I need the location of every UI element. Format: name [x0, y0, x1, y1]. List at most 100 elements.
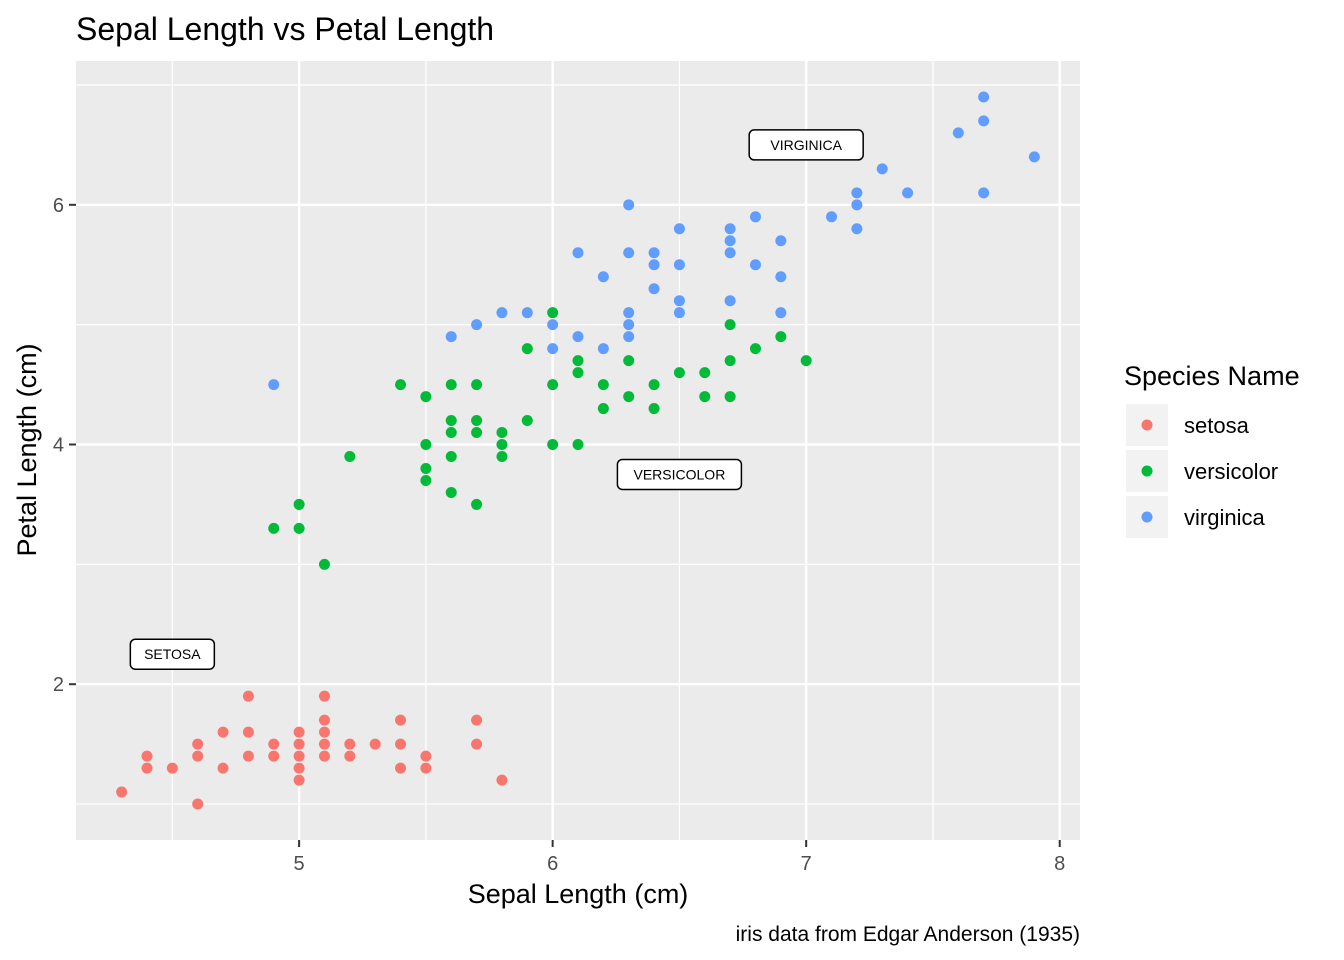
point-setosa — [141, 762, 153, 774]
point-virginica — [648, 259, 660, 271]
legend-swatch-virginica — [1141, 511, 1153, 523]
point-setosa — [471, 738, 483, 750]
point-virginica — [572, 331, 584, 343]
point-setosa — [242, 690, 254, 702]
point-versicolor — [344, 450, 356, 462]
point-versicolor — [496, 450, 508, 462]
annotation-label: VIRGINICA — [770, 137, 842, 153]
point-versicolor — [623, 391, 635, 403]
point-virginica — [673, 223, 685, 235]
point-virginica — [673, 307, 685, 319]
point-versicolor — [521, 343, 533, 355]
point-setosa — [116, 786, 128, 798]
point-virginica — [775, 235, 787, 247]
legend-title: Species Name — [1124, 361, 1300, 391]
point-setosa — [166, 762, 178, 774]
point-virginica — [724, 235, 736, 247]
annotation-box — [616, 458, 743, 491]
point-virginica — [623, 247, 635, 259]
point-versicolor — [597, 403, 609, 415]
point-versicolor — [268, 522, 280, 534]
legend-label-setosa: setosa — [1184, 413, 1250, 438]
point-virginica — [445, 331, 457, 343]
point-setosa — [395, 738, 407, 750]
point-versicolor — [445, 415, 457, 427]
point-versicolor — [471, 427, 483, 439]
point-virginica — [623, 307, 635, 319]
point-setosa — [293, 726, 305, 738]
y-tick-label: 2 — [53, 674, 64, 696]
y-axis-ticks: 2 4 6 — [53, 195, 76, 696]
point-versicolor — [471, 498, 483, 510]
point-versicolor — [420, 474, 432, 486]
plot-panel — [76, 61, 1080, 840]
point-virginica — [623, 199, 635, 211]
point-setosa — [192, 750, 204, 762]
point-setosa — [293, 774, 305, 786]
point-versicolor — [724, 355, 736, 367]
annotation-labels: SETOSA VERSICOLOR VIRGINICA — [129, 129, 864, 670]
point-virginica — [521, 307, 533, 319]
point-versicolor — [471, 415, 483, 427]
point-virginica — [673, 259, 685, 271]
point-virginica — [978, 91, 990, 103]
annotation-label: VERSICOLOR — [634, 466, 726, 482]
x-axis-title: Sepal Length (cm) — [468, 879, 689, 909]
point-versicolor — [445, 486, 457, 498]
point-setosa — [268, 738, 280, 750]
minor-gridlines — [76, 61, 1080, 840]
annotation-box — [748, 129, 864, 161]
point-virginica — [547, 319, 559, 331]
point-setosa — [420, 762, 432, 774]
point-virginica — [471, 319, 483, 331]
point-setosa — [344, 738, 356, 750]
point-versicolor — [445, 450, 457, 462]
chart-caption: iris data from Edgar Anderson (1935) — [736, 923, 1080, 946]
data-points — [116, 91, 1040, 810]
point-versicolor — [521, 415, 533, 427]
point-virginica — [775, 271, 787, 283]
y-axis-title: Petal Length (cm) — [12, 343, 42, 556]
point-setosa — [471, 714, 483, 726]
point-setosa — [420, 750, 432, 762]
point-setosa — [369, 738, 381, 750]
point-setosa — [192, 798, 204, 810]
point-virginica — [496, 307, 508, 319]
point-setosa — [293, 762, 305, 774]
point-virginica — [749, 259, 761, 271]
point-setosa — [293, 738, 305, 750]
point-versicolor — [471, 379, 483, 391]
point-versicolor — [318, 558, 330, 570]
point-virginica — [851, 199, 863, 211]
point-setosa — [242, 726, 254, 738]
point-setosa — [217, 726, 229, 738]
point-setosa — [395, 714, 407, 726]
point-versicolor — [445, 427, 457, 439]
annotation-box — [129, 638, 216, 670]
point-versicolor — [572, 367, 584, 379]
legend-items: setosa versicolor virginica — [1126, 404, 1278, 538]
point-versicolor — [293, 522, 305, 534]
point-versicolor — [420, 462, 432, 474]
point-virginica — [648, 283, 660, 295]
chart-title: Sepal Length vs Petal Length — [76, 11, 494, 47]
point-versicolor — [496, 439, 508, 451]
point-virginica — [597, 271, 609, 283]
point-virginica — [724, 295, 736, 307]
point-setosa — [217, 762, 229, 774]
point-virginica — [724, 247, 736, 259]
point-setosa — [496, 774, 508, 786]
point-setosa — [141, 750, 153, 762]
point-virginica — [268, 379, 280, 391]
point-versicolor — [623, 355, 635, 367]
point-versicolor — [699, 367, 711, 379]
point-versicolor — [572, 439, 584, 451]
point-setosa — [318, 738, 330, 750]
y-tick-label: 4 — [53, 435, 64, 457]
point-virginica — [851, 223, 863, 235]
x-tick-label: 8 — [1054, 853, 1065, 875]
point-versicolor — [648, 379, 660, 391]
point-virginica — [648, 247, 660, 259]
point-versicolor — [699, 391, 711, 403]
